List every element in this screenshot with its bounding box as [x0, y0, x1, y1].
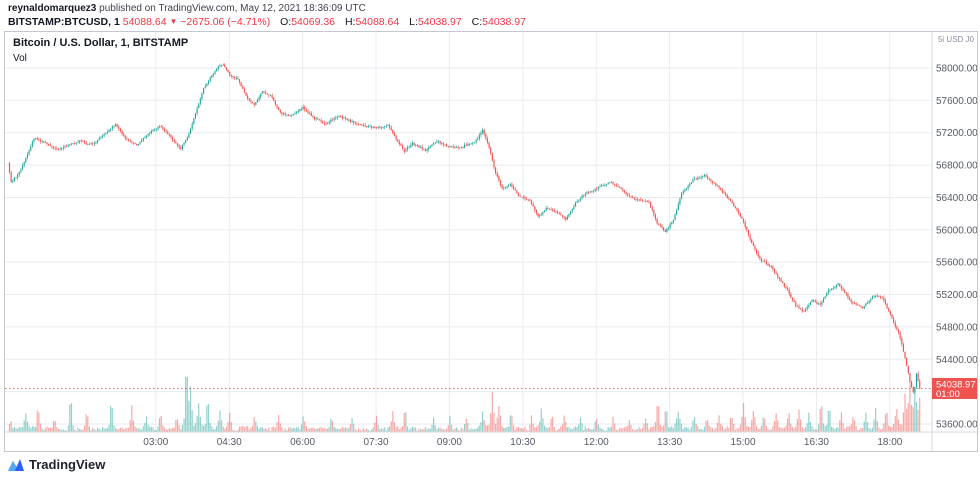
- symbol-status-line: BITSTAMP:BTCUSD, 1 54088.64 ▼ −2675.06 (…: [8, 16, 526, 28]
- svg-text:13:30: 13:30: [657, 437, 682, 448]
- svg-text:04:30: 04:30: [217, 437, 242, 448]
- svg-text:54038.97: 54038.97: [936, 379, 976, 390]
- snapshot-header: reynaldomarquez3 published on TradingVie…: [8, 3, 526, 28]
- svg-text:12:00: 12:00: [584, 437, 609, 448]
- published-info: published on TradingView.com, May 12, 20…: [99, 3, 366, 14]
- close-label: C:: [471, 16, 483, 28]
- high-value: 54088.64: [355, 16, 400, 28]
- svg-text:03:00: 03:00: [143, 437, 168, 448]
- low-value: 54038.97: [417, 16, 462, 28]
- low-label: L:: [409, 16, 418, 28]
- svg-text:57200.00: 57200.00: [936, 128, 977, 139]
- symbol-label: BITSTAMP:BTCUSD, 1: [8, 16, 120, 28]
- svg-text:56400.00: 56400.00: [936, 193, 977, 204]
- ohlc-high: H:54088.64: [338, 16, 399, 28]
- ohlc-low: L:54038.97: [402, 16, 462, 28]
- tradingview-logo-icon[interactable]: [8, 458, 24, 472]
- svg-text:54400.00: 54400.00: [936, 355, 977, 366]
- svg-text:57600.00: 57600.00: [936, 96, 977, 107]
- svg-text:18:00: 18:00: [877, 437, 902, 448]
- svg-text:54800.00: 54800.00: [936, 322, 977, 333]
- chart-legend-title[interactable]: Bitcoin / U.S. Dollar, 1, BITSTAMP: [13, 37, 189, 49]
- open-label: O:: [280, 16, 292, 28]
- candlestick-chart[interactable]: 58000.00 57600.00 57200.00 56800.00 56400.00…: [5, 32, 977, 451]
- volume-indicator-label[interactable]: Vol: [13, 53, 27, 64]
- svg-text:15:00: 15:00: [731, 437, 756, 448]
- last-price-value: 54088.64: [122, 16, 167, 28]
- svg-text:09:00: 09:00: [437, 437, 462, 448]
- svg-text:55600.00: 55600.00: [936, 258, 977, 269]
- tradingview-brand-text[interactable]: TradingView: [29, 457, 106, 472]
- axis-corner-label: 5i USD J0: [937, 35, 974, 44]
- svg-text:16:30: 16:30: [804, 437, 829, 448]
- svg-text:56800.00: 56800.00: [936, 161, 977, 172]
- price-change-value: −2675.06 (−4.71%): [180, 16, 271, 28]
- svg-text:06:00: 06:00: [290, 437, 315, 448]
- svg-text:53600.00: 53600.00: [936, 420, 977, 431]
- svg-text:58000.00: 58000.00: [936, 64, 977, 75]
- ohlc-close: C:54038.97: [465, 16, 526, 28]
- published-line: reynaldomarquez3 published on TradingVie…: [8, 3, 526, 14]
- footer: TradingView: [8, 457, 105, 472]
- price-down-arrow-icon: ▼: [169, 17, 178, 26]
- chart-frame: 58000.00 57600.00 57200.00 56800.00 56400.00…: [4, 31, 978, 452]
- svg-text:01:00: 01:00: [936, 389, 960, 400]
- high-label: H:: [344, 16, 356, 28]
- open-value: 54069.36: [291, 16, 336, 28]
- ohlc-open: O:54069.36: [273, 16, 335, 28]
- svg-text:56000.00: 56000.00: [936, 225, 977, 236]
- svg-text:55200.00: 55200.00: [936, 290, 977, 301]
- author-name[interactable]: reynaldomarquez3: [8, 3, 97, 14]
- svg-text:10:30: 10:30: [510, 437, 535, 448]
- close-value: 54038.97: [482, 16, 526, 28]
- svg-text:07:30: 07:30: [364, 437, 389, 448]
